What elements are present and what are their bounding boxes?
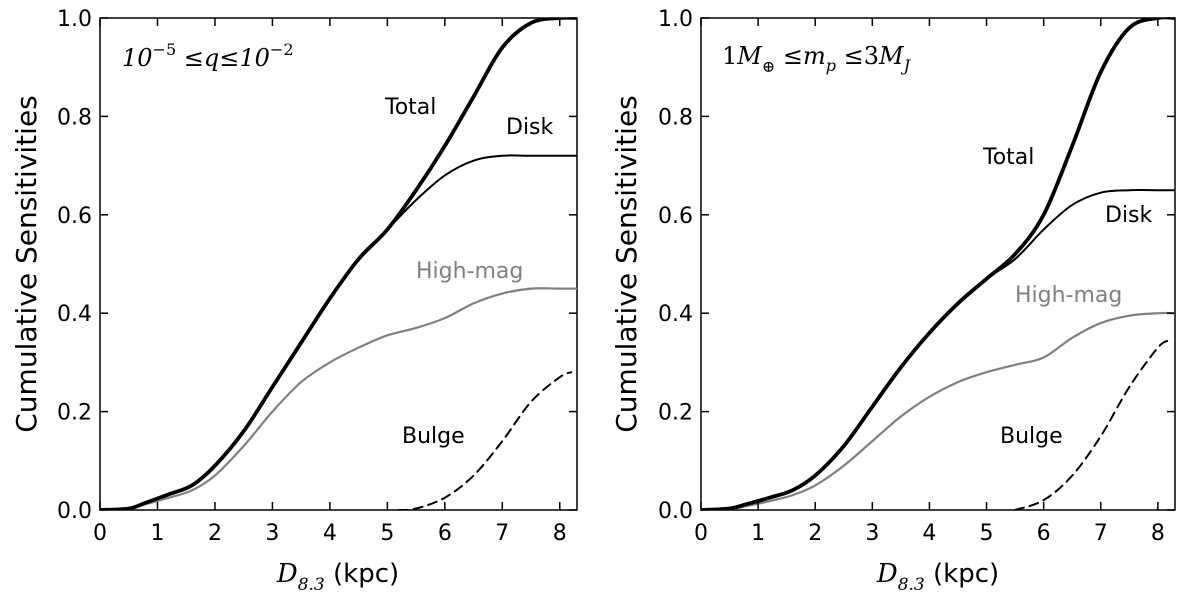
annotation-disk: Disk	[1105, 203, 1153, 228]
x-tick-label: 3	[265, 521, 279, 546]
x-tick-label: 1	[150, 521, 164, 546]
y-tick-label: 0.2	[658, 401, 693, 426]
plot-area-frame	[700, 17, 1176, 511]
series-line-bulge	[397, 371, 573, 510]
series-line-total	[701, 18, 1175, 510]
annotation-total: Total	[384, 95, 436, 120]
annotation-total: Total	[982, 145, 1034, 170]
series-line-high-mag	[701, 311, 1175, 510]
annotation-highmag: High-mag	[1015, 283, 1122, 308]
x-axis-label: D8.3 (kpc)	[276, 559, 399, 594]
y-tick-label: 0.6	[658, 204, 693, 229]
x-tick-label: 2	[808, 521, 822, 546]
plot-area-frame	[99, 17, 578, 511]
y-tick-label: 0.8	[57, 105, 92, 130]
annotation-bulge: Bulge	[1000, 424, 1063, 449]
y-axis-label: Cumulative Sensitivities	[10, 95, 43, 433]
x-tick-label: 6	[438, 521, 452, 546]
y-tick-label: 1.0	[57, 7, 92, 32]
x-tick-label: 0	[93, 521, 107, 546]
x-tick-label: 7	[495, 521, 509, 546]
series-line-disk	[100, 154, 577, 510]
y-tick-label: 1.0	[658, 7, 693, 32]
x-axis-label: D8.3 (kpc)	[876, 559, 999, 594]
annotation-bulge: Bulge	[402, 424, 465, 449]
annotation-highmag: High-mag	[416, 259, 523, 284]
ticks-layer: 0 1 2 3 4 5 6 7 8 0.0 0.2 0.4 0.6 0.8 1.0	[658, 7, 1175, 546]
series-line-high-mag	[100, 287, 577, 510]
x-tick-label: 5	[380, 521, 394, 546]
ticks-layer: 0 1 2 3 4 5 6 7 8 0.0 0.2 0.4 0.6 0.8 1.0	[57, 7, 577, 546]
x-tick-label: 0	[694, 521, 708, 546]
y-tick-label: 0.4	[658, 302, 693, 327]
x-tick-label: 3	[865, 521, 879, 546]
condition-label: 10−5 ≤q≤10−2	[122, 40, 294, 72]
series-line-total	[100, 18, 577, 510]
x-tick-label: 2	[208, 521, 222, 546]
condition-label: 1M⊕ ≤mp ≤3MJ	[722, 42, 912, 76]
x-tick-label: 8	[553, 521, 567, 546]
y-tick-label: 0.0	[57, 499, 92, 524]
x-tick-label: 4	[922, 521, 936, 546]
left-panel: 0 1 2 3 4 5 6 7 8 0.0 0.2 0.4 0.6 0.8 1.0 Cumulative S…	[10, 7, 578, 594]
series-layer	[701, 18, 1175, 510]
y-tick-label: 0.6	[57, 204, 92, 229]
series-line-bulge	[1014, 339, 1171, 510]
y-tick-label: 0.0	[658, 499, 693, 524]
y-tick-label: 0.2	[57, 401, 92, 426]
x-tick-label: 6	[1037, 521, 1051, 546]
annotation-disk: Disk	[506, 115, 554, 140]
x-tick-label: 5	[980, 521, 994, 546]
y-tick-label: 0.8	[658, 105, 693, 130]
series-layer	[100, 18, 577, 510]
x-tick-label: 8	[1151, 521, 1165, 546]
x-tick-label: 7	[1094, 521, 1108, 546]
right-panel: 0 1 2 3 4 5 6 7 8 0.0 0.2 0.4 0.6 0.8 1.0 Cumulative S…	[610, 7, 1176, 594]
series-line-disk	[701, 189, 1175, 510]
x-tick-label: 4	[323, 521, 337, 546]
y-axis-label: Cumulative Sensitivities	[610, 95, 643, 433]
y-tick-label: 0.4	[57, 302, 92, 327]
x-tick-label: 1	[751, 521, 765, 546]
